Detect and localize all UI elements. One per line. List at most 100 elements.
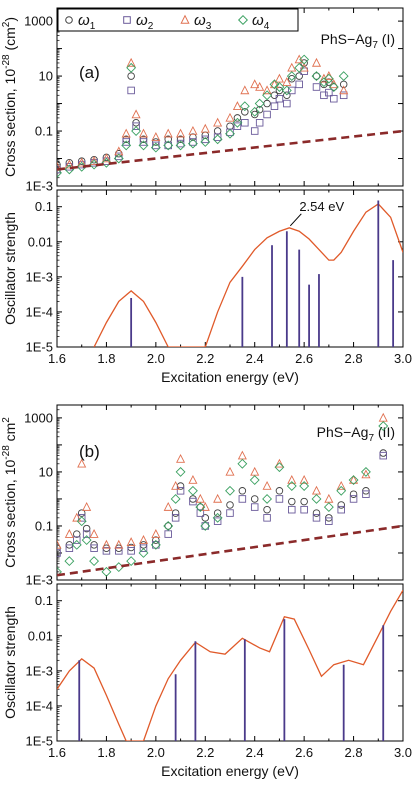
data-point-square bbox=[275, 495, 284, 503]
data-point-circle bbox=[295, 72, 303, 80]
plot-area bbox=[57, 589, 403, 741]
annotation-leader bbox=[289, 213, 302, 227]
data-point-circle bbox=[250, 495, 259, 503]
spectrum-curve bbox=[93, 203, 403, 347]
data-point-triangle bbox=[225, 466, 235, 476]
y-tick-label: 1E-3 bbox=[26, 573, 53, 588]
data-point-square bbox=[275, 94, 284, 103]
data-point-triangle bbox=[274, 458, 284, 468]
data-point-triangle bbox=[171, 480, 181, 490]
y-tick-label: 1E-3 bbox=[26, 663, 53, 678]
x-tick-label: 1.6 bbox=[48, 745, 66, 760]
data-point-diamond bbox=[163, 140, 174, 151]
data-point-diamond bbox=[101, 566, 112, 577]
data-point-triangle bbox=[299, 474, 309, 484]
data-point-circle bbox=[127, 72, 135, 80]
chart-title: PhS−Ag7 (I) bbox=[321, 31, 395, 51]
legend-label: ω1 bbox=[78, 12, 96, 32]
x-tick-label: 3.0 bbox=[394, 351, 412, 366]
data-point-diamond bbox=[131, 126, 142, 136]
legend-box bbox=[57, 8, 299, 32]
data-point-diamond bbox=[262, 494, 273, 504]
data-point-triangle bbox=[151, 132, 161, 141]
data-point-square bbox=[189, 497, 197, 506]
data-point-diamond bbox=[138, 548, 149, 558]
y-tick-label: 0.01 bbox=[28, 234, 53, 249]
y-axis-label: Oscillator strength bbox=[2, 606, 18, 719]
data-point-circle bbox=[226, 501, 234, 509]
data-point-diamond bbox=[57, 566, 62, 577]
data-point-triangle bbox=[163, 501, 173, 511]
data-point-triangle bbox=[114, 539, 124, 549]
legend-marker-diamond bbox=[237, 14, 249, 26]
data-point-circle bbox=[312, 72, 321, 80]
data-point-circle bbox=[189, 495, 197, 503]
y-axis-label: Cross section, 10-28 cm2 bbox=[1, 417, 18, 568]
data-point-diamond bbox=[126, 556, 137, 567]
x-tick-label: 2.2 bbox=[196, 745, 214, 760]
data-point-diamond bbox=[150, 142, 161, 153]
data-point-square bbox=[115, 547, 123, 555]
data-point-circle bbox=[213, 509, 222, 517]
data-point-triangle bbox=[324, 70, 334, 80]
x-tick-label: 3.0 bbox=[394, 745, 412, 760]
data-point-circle bbox=[349, 490, 358, 498]
data-point-square bbox=[325, 517, 333, 525]
panel-label: (b) bbox=[79, 442, 100, 461]
y-tick-label: 0.1 bbox=[35, 199, 53, 214]
data-point-circle bbox=[176, 482, 185, 490]
data-point-diamond bbox=[378, 421, 389, 431]
data-point-diamond bbox=[200, 137, 211, 147]
data-point-square bbox=[122, 138, 130, 146]
data-point-square bbox=[288, 86, 296, 95]
data-point-circle bbox=[189, 133, 197, 141]
data-point-square bbox=[82, 530, 91, 538]
legend-label: ω2 bbox=[136, 12, 154, 32]
legend-marker-square bbox=[123, 16, 131, 24]
data-point-triangle bbox=[213, 117, 223, 127]
data-point-circle bbox=[164, 522, 172, 530]
y-axis-label: Cross section, 10-28 (cm2) bbox=[1, 17, 18, 177]
data-point-triangle bbox=[213, 493, 223, 503]
data-point-diamond bbox=[299, 481, 310, 491]
data-point-square bbox=[102, 547, 111, 555]
data-point-square bbox=[127, 547, 135, 555]
data-point-diamond bbox=[323, 73, 334, 84]
data-point-square bbox=[250, 127, 259, 135]
y-tick-label: 1E-4 bbox=[26, 304, 53, 319]
data-point-triangle bbox=[64, 159, 74, 169]
data-point-triangle bbox=[131, 109, 141, 119]
data-point-triangle bbox=[274, 73, 284, 83]
data-point-diamond bbox=[212, 512, 223, 523]
data-point-square bbox=[288, 505, 296, 514]
data-point-triangle bbox=[262, 85, 272, 95]
y-tick-label: 0.01 bbox=[28, 628, 53, 643]
data-point-triangle bbox=[163, 128, 173, 138]
data-point-diamond bbox=[254, 98, 265, 109]
data-point-diamond bbox=[101, 157, 112, 168]
data-point-diamond bbox=[200, 521, 211, 531]
data-point-triangle bbox=[232, 101, 242, 110]
dashed-baseline-line bbox=[57, 129, 403, 171]
data-point-square bbox=[255, 119, 264, 127]
data-point-triangle bbox=[195, 493, 205, 503]
data-point-circle bbox=[164, 135, 172, 144]
data-point-square bbox=[57, 549, 61, 557]
data-point-circle bbox=[65, 159, 74, 167]
data-point-square bbox=[201, 522, 210, 530]
data-point-square bbox=[139, 138, 148, 146]
data-point-triangle bbox=[329, 79, 339, 89]
data-point-diamond bbox=[360, 466, 371, 477]
data-point-diamond bbox=[187, 138, 198, 149]
x-tick-label: 1.8 bbox=[97, 745, 115, 760]
data-point-square bbox=[379, 451, 387, 460]
data-point-diamond bbox=[57, 167, 62, 178]
data-point-diamond bbox=[76, 516, 87, 527]
data-point-circle bbox=[57, 160, 61, 169]
data-point-square bbox=[176, 487, 185, 495]
x-tick-label: 2.0 bbox=[147, 351, 165, 366]
data-point-circle bbox=[152, 536, 160, 544]
data-point-square bbox=[362, 490, 370, 498]
data-point-triangle bbox=[336, 480, 346, 490]
data-point-triangle bbox=[311, 57, 322, 67]
